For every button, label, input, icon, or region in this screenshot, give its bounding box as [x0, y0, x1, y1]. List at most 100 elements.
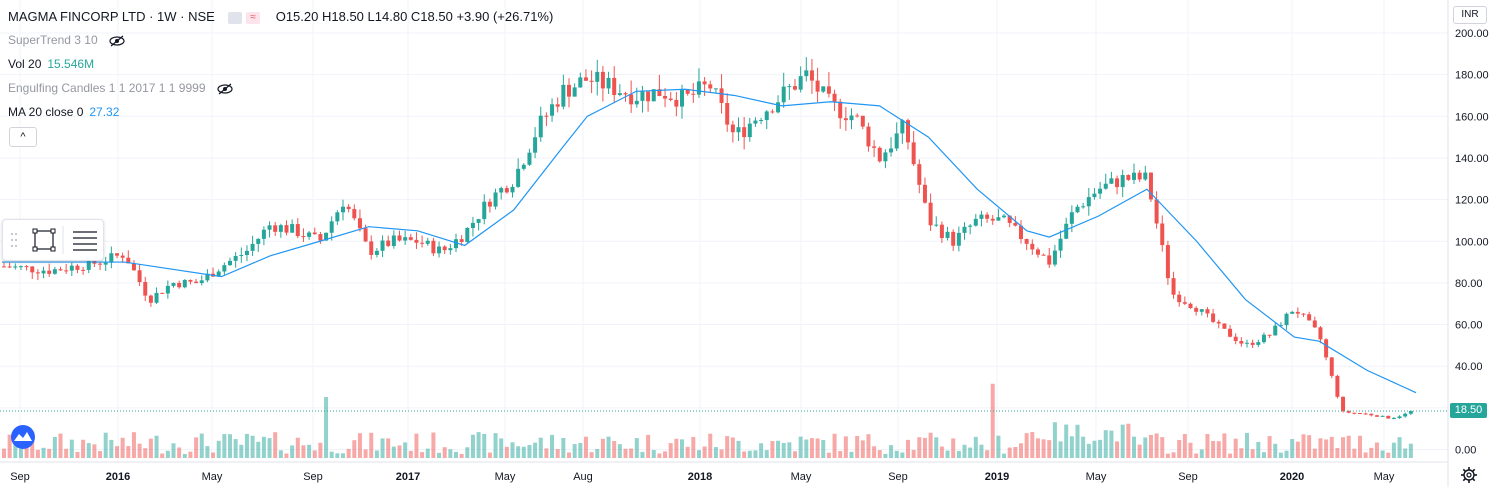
- candle-body: [437, 246, 442, 254]
- volume-bar: [877, 450, 882, 458]
- candle-body: [787, 86, 792, 88]
- candle-body: [696, 81, 701, 95]
- candle-body: [578, 77, 583, 88]
- candle-body: [115, 253, 119, 256]
- candle-body: [346, 206, 351, 210]
- hidden-eye-icon[interactable]: [217, 83, 233, 95]
- candle-body: [341, 206, 345, 213]
- candle-body: [877, 147, 882, 162]
- candle-body: [420, 242, 425, 244]
- volume-bar: [544, 448, 549, 458]
- candle-body: [1329, 357, 1334, 376]
- candle-body: [1041, 254, 1046, 256]
- volume-bar: [261, 436, 266, 458]
- volume-bar: [1182, 434, 1187, 458]
- candle-body: [583, 77, 588, 81]
- candle-body: [1098, 188, 1103, 194]
- volume-bar: [663, 451, 668, 458]
- settings-gear-icon[interactable]: [1460, 466, 1478, 484]
- volume-bar: [962, 444, 967, 458]
- candle-body: [612, 77, 617, 96]
- volume-bar: [98, 451, 103, 458]
- candle-body: [1369, 413, 1374, 416]
- candle-body: [1177, 294, 1182, 303]
- collapse-legend-button[interactable]: ^: [9, 127, 37, 147]
- candle-body: [589, 80, 594, 82]
- volume-bar: [1324, 439, 1329, 458]
- volume-bar: [30, 432, 35, 458]
- volume-bar: [431, 432, 436, 458]
- candle-body: [753, 120, 758, 124]
- candle-body: [985, 214, 990, 219]
- hidden-eye-icon[interactable]: [109, 35, 125, 47]
- candle-body: [1278, 325, 1283, 327]
- tradingview-logo-icon[interactable]: [8, 425, 38, 449]
- volume-bar: [24, 443, 29, 458]
- symbol-title[interactable]: MAGMA FINCORP LTD · 1W · NSE: [8, 9, 215, 24]
- candle-body: [1030, 243, 1035, 250]
- volume-bar: [363, 449, 368, 458]
- candle-body: [1199, 309, 1204, 312]
- x-tick-label: 2019: [985, 471, 1009, 483]
- currency-label[interactable]: INR: [1453, 6, 1487, 24]
- candle-body: [1397, 416, 1402, 419]
- candle-body: [516, 168, 521, 187]
- volume-bar: [629, 448, 634, 458]
- candle-body: [1137, 172, 1142, 180]
- volume-bar: [911, 449, 916, 458]
- candle-body: [900, 120, 905, 134]
- volume-bar: [222, 434, 227, 458]
- volume-bar: [148, 438, 153, 458]
- volume-bar: [696, 450, 701, 458]
- drag-handle-icon: [11, 233, 17, 247]
- volume-bar: [7, 434, 12, 458]
- candle-body: [906, 120, 910, 143]
- volume-bar: [1165, 453, 1170, 458]
- candle-body: [1013, 222, 1018, 226]
- volume-bar: [2, 448, 6, 458]
- compare-icon[interactable]: [228, 11, 243, 24]
- y-tick-label: 140.00: [1455, 153, 1489, 165]
- candle-body: [1284, 313, 1289, 326]
- candle-body: [1165, 245, 1170, 279]
- candle-body: [1307, 314, 1312, 321]
- legend-ma[interactable]: MA 20 close 0 27.32: [8, 105, 119, 119]
- candle-body: [24, 266, 29, 268]
- volume-bar: [1019, 443, 1023, 458]
- x-tick-label: Sep: [10, 471, 30, 483]
- candle-body: [301, 236, 306, 238]
- candle-body: [1132, 172, 1136, 180]
- candle-body: [312, 232, 317, 235]
- candle-body: [849, 115, 854, 121]
- candle-body: [595, 71, 600, 82]
- indicator-color-icon[interactable]: ≈: [246, 11, 261, 24]
- legend-volume[interactable]: Vol 20 15.546M: [8, 57, 94, 71]
- candle-body: [730, 124, 735, 133]
- candle-body: [1024, 239, 1029, 244]
- volume-bar: [1132, 436, 1136, 458]
- volume-bar: [1363, 452, 1368, 458]
- candle-body: [510, 186, 515, 193]
- legend-engulfing[interactable]: Engulfing Candles 1 1 2017 1 1 9999: [8, 81, 233, 95]
- candle-body: [154, 292, 159, 303]
- legend-supertrend[interactable]: SuperTrend 3 10: [8, 33, 125, 47]
- candle-body: [352, 209, 357, 219]
- candle-body: [30, 266, 35, 273]
- last-price-badge: 18.50: [1450, 403, 1487, 418]
- volume-bar: [1041, 439, 1046, 458]
- volume-bar: [764, 450, 769, 458]
- candle-body: [1233, 336, 1238, 342]
- volume-bar: [922, 437, 927, 458]
- candle-body: [1352, 412, 1357, 414]
- candle-body: [1346, 411, 1351, 413]
- volume-bar: [1233, 438, 1238, 458]
- x-tick-label: Sep: [1178, 471, 1198, 483]
- candle-body: [1391, 418, 1396, 420]
- volume-bar: [815, 438, 820, 458]
- volume-bar: [1103, 430, 1108, 458]
- candle-body: [781, 86, 786, 103]
- volume-bar: [680, 439, 684, 458]
- candle-body: [329, 221, 334, 233]
- volume-bar: [177, 447, 182, 458]
